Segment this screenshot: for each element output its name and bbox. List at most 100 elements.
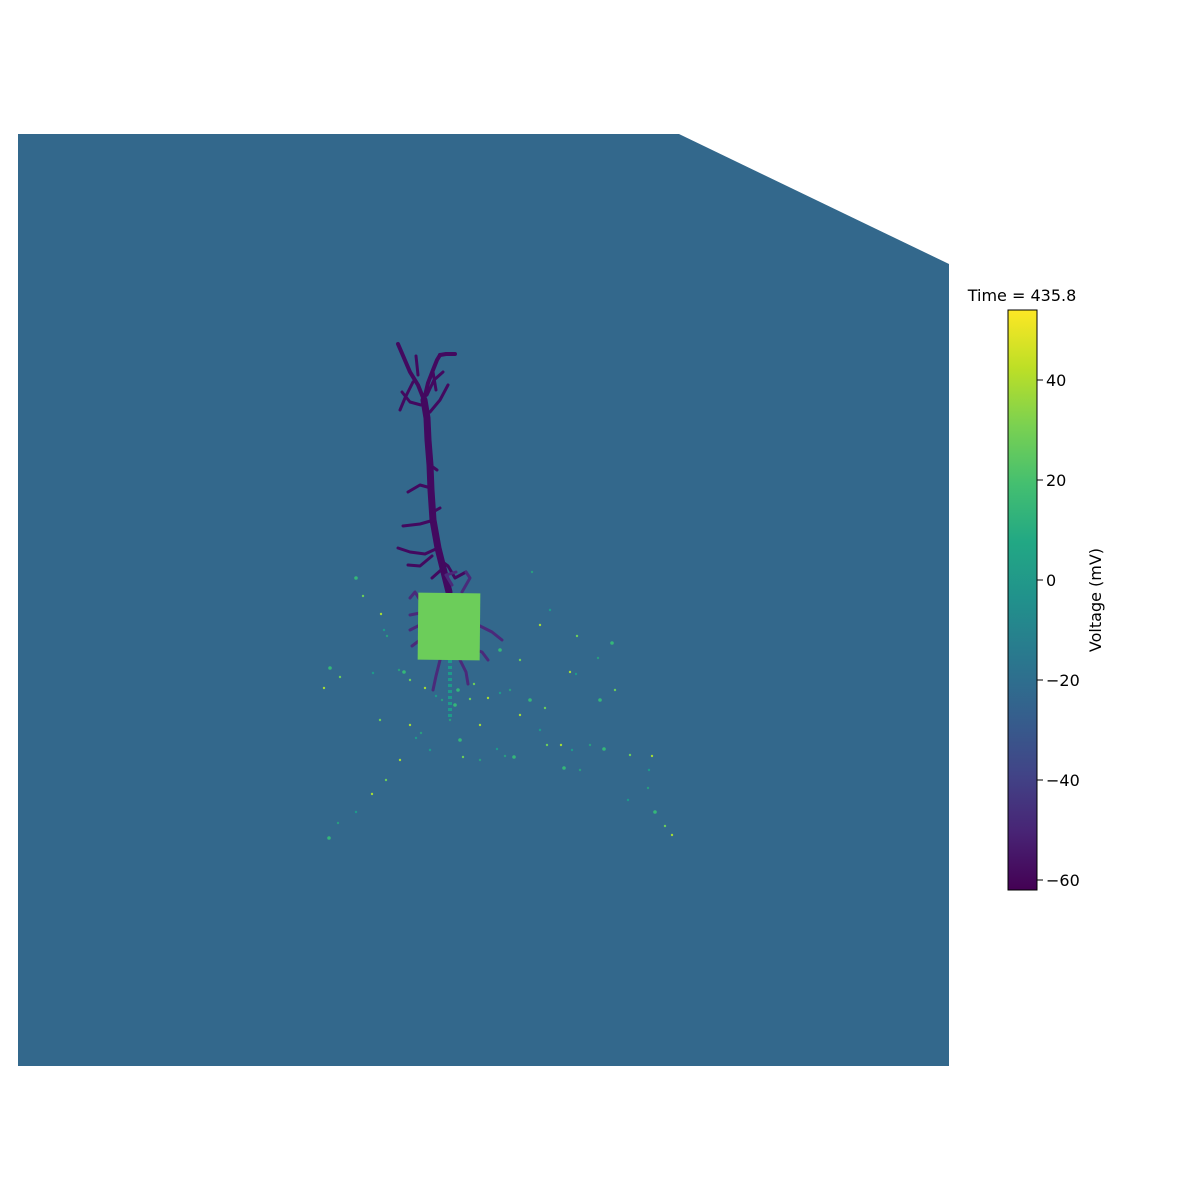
- basal-dendrite: [476, 623, 504, 642]
- axon-terminal-point: [478, 723, 482, 727]
- colorbar: Time = 435.8 −60 −40 −20 0 20 40 Voltage (mV): [967, 286, 1105, 891]
- colorbar-gradient: [1007, 309, 1038, 891]
- axon-terminal-point: [448, 718, 452, 722]
- axon-terminal-point: [646, 786, 650, 790]
- axon-terminal-point: [613, 688, 617, 692]
- axon-terminal-point: [562, 766, 566, 770]
- axon-terminal-point: [414, 736, 418, 740]
- axon-terminal-point: [653, 810, 657, 814]
- neuron-morphology: [396, 342, 504, 720]
- basal-dendrite: [460, 570, 472, 594]
- apical-tuft-branch: [431, 370, 438, 392]
- oblique-branch: [401, 518, 436, 528]
- colorbar-title: Time = 435.8: [967, 286, 1077, 305]
- axon-terminal-point: [472, 682, 476, 686]
- apical-tuft-branch: [438, 352, 457, 357]
- axon-terminal-point: [384, 778, 388, 782]
- oblique-branch: [431, 506, 442, 514]
- axon-terminal-point: [354, 810, 358, 814]
- axon-terminal-point: [434, 694, 438, 698]
- colorbar-tick-label: 20: [1046, 471, 1066, 490]
- apical-tuft-branch: [422, 353, 442, 402]
- oblique-branch: [396, 546, 440, 556]
- axon-terminal-point: [518, 713, 522, 717]
- axon-terminal-point: [548, 608, 552, 612]
- axon-terminal-point: [508, 688, 512, 692]
- oblique-branch: [430, 568, 443, 580]
- axon-terminal-point: [498, 691, 502, 695]
- axon-terminal-point: [575, 634, 579, 638]
- axon-terminal-point: [338, 675, 342, 679]
- axon-terminal-point: [650, 754, 654, 758]
- axon-terminal-point: [628, 753, 632, 757]
- axon-terminal-point: [663, 824, 667, 828]
- axon-terminal-point: [602, 747, 606, 751]
- axon-terminal-point: [378, 718, 382, 722]
- axon-terminal-point: [336, 821, 340, 825]
- colorbar-tick-label: −40: [1046, 771, 1080, 790]
- axon-terminal-point: [370, 792, 374, 796]
- axon-terminal-point: [498, 648, 502, 652]
- axon-terminal-point: [328, 666, 332, 670]
- axon-terminal-point: [402, 670, 406, 674]
- axon-terminal-points: [322, 570, 674, 840]
- axon-terminal-point: [647, 768, 651, 772]
- colorbar-tick-label: −60: [1046, 871, 1080, 890]
- axon-terminal-point: [518, 658, 522, 662]
- apical-trunk: [420, 396, 453, 596]
- axon-terminal-point: [379, 612, 383, 616]
- axon-terminal-point: [456, 688, 460, 692]
- axon-terminal-point: [453, 703, 457, 707]
- axon-terminal-point: [423, 686, 427, 690]
- axon-terminal-point: [486, 696, 490, 700]
- axon-terminal-point: [495, 747, 499, 751]
- axon-terminal-point: [598, 698, 602, 702]
- axon-terminal-point: [512, 755, 516, 759]
- axon-terminal-point: [559, 743, 563, 747]
- axon-terminal-point: [538, 728, 542, 732]
- axon-terminal-point: [503, 754, 507, 758]
- axon-terminal-point: [408, 723, 412, 727]
- basal-dendrite: [444, 570, 458, 587]
- oblique-branch: [406, 554, 434, 568]
- axon-terminal-point: [361, 594, 365, 598]
- axon-terminal-point: [626, 798, 630, 802]
- axon-terminal-point: [543, 706, 547, 710]
- axon-terminal-point: [530, 570, 534, 574]
- apical-tuft-branch: [414, 354, 420, 377]
- axon-terminal-point: [596, 656, 600, 660]
- colorbar-tick-label: 40: [1046, 371, 1066, 390]
- axon-terminal-point: [419, 731, 423, 735]
- apical-tuft-branch: [428, 383, 450, 414]
- basal-dendrite: [431, 658, 442, 692]
- axon-terminal-point: [468, 697, 472, 701]
- axon-terminal-point: [670, 833, 674, 837]
- soma: [417, 592, 481, 661]
- axon-terminal-point: [610, 641, 614, 645]
- axon-terminal-point: [568, 670, 572, 674]
- axon-terminal-point: [578, 768, 582, 772]
- axon-terminal-point: [461, 755, 465, 759]
- basal-dendrite: [458, 658, 470, 686]
- axon-terminal-point: [371, 671, 375, 675]
- axon-terminal-point: [354, 576, 358, 580]
- axon-terminal-point: [538, 623, 542, 627]
- apical-tuft-branch: [396, 342, 426, 402]
- apical-dendrites: [396, 342, 468, 596]
- colorbar-tick-label: 0: [1046, 571, 1056, 590]
- colorbar-tick-label: −20: [1046, 671, 1080, 690]
- axon-terminal-point: [588, 743, 592, 747]
- apical-tuft-branch: [400, 390, 423, 407]
- axon-terminal-point: [570, 748, 574, 752]
- axon-terminal-point: [382, 628, 386, 632]
- axon-terminal-point: [478, 758, 482, 762]
- voltage-plane: [18, 134, 949, 1066]
- colorbar-ticks: −60 −40 −20 0 20 40: [1037, 371, 1080, 890]
- axon-terminal-point: [428, 748, 432, 752]
- axon-terminal-point: [545, 743, 549, 747]
- axon-terminal-point: [398, 758, 402, 762]
- axon-terminal-point: [528, 698, 532, 702]
- oblique-branch: [406, 483, 433, 494]
- axon-terminal-point: [397, 668, 401, 672]
